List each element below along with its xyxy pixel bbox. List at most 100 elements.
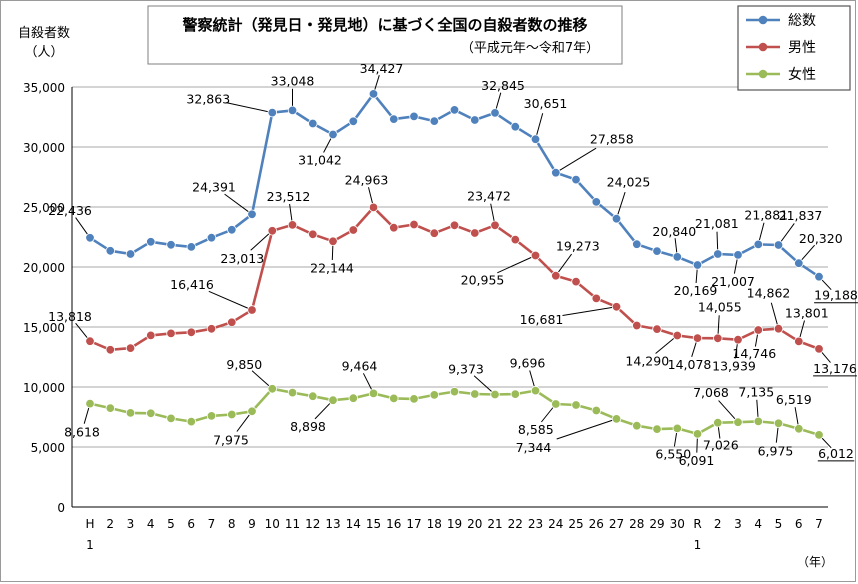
- legend-label: 総数: [788, 13, 816, 29]
- series-3: [85, 384, 824, 440]
- data-label: 9,696: [510, 356, 546, 371]
- x-tick-label: 13: [325, 517, 340, 531]
- x-tick-label: 24: [548, 517, 563, 531]
- data-point: [672, 423, 683, 434]
- data-label: 8,898: [290, 419, 326, 434]
- x-tick-label: 21: [487, 517, 502, 531]
- data-label: 32,863: [186, 92, 230, 107]
- data-point: [490, 108, 500, 118]
- data-point: [510, 234, 521, 245]
- series: [85, 89, 824, 440]
- data-point: [328, 395, 338, 405]
- x-tick-label: 3: [127, 517, 135, 531]
- data-point: [672, 252, 683, 262]
- data-point: [247, 406, 257, 417]
- data-point: [227, 225, 237, 235]
- x-tick-label: 2: [714, 517, 722, 531]
- data-point: [652, 246, 662, 256]
- y-tick-label: 10,000: [23, 381, 65, 395]
- data-label: 20,169: [674, 283, 718, 298]
- legend-label: 男性: [788, 40, 816, 56]
- data-point: [652, 324, 662, 334]
- data-point: [490, 389, 500, 400]
- data-label: 7,344: [516, 440, 552, 455]
- data-point: [449, 220, 460, 231]
- data-point: [429, 228, 440, 238]
- data-label: 6,975: [758, 443, 794, 458]
- data-point: [105, 403, 116, 413]
- data-label: 24,025: [607, 175, 651, 190]
- x-tick-label: 16: [386, 517, 401, 531]
- x-tick-label: 22: [508, 517, 523, 531]
- data-point: [287, 105, 298, 116]
- data-label: 6,091: [679, 453, 715, 468]
- data-point: [733, 417, 743, 427]
- legend-swatch-marker: [758, 42, 768, 52]
- x-tick-label: 7: [815, 517, 823, 531]
- x-tick-label: 11: [285, 517, 300, 531]
- y-tick-label: 35,000: [23, 81, 65, 95]
- data-point: [733, 335, 743, 345]
- x-tick-label: 12: [305, 517, 320, 531]
- data-point: [267, 226, 278, 236]
- data-point: [632, 320, 642, 331]
- data-point: [611, 302, 622, 312]
- data-point: [85, 336, 95, 346]
- x-tick-label: 2: [106, 517, 114, 531]
- label-leader: [718, 400, 739, 423]
- data-point: [530, 134, 541, 144]
- data-label: 7,975: [213, 432, 249, 447]
- data-point: [692, 429, 703, 439]
- x-tick-label: 5: [775, 517, 783, 531]
- data-point: [692, 333, 703, 343]
- data-point: [348, 393, 359, 403]
- data-point: [591, 293, 602, 304]
- data-point: [186, 242, 197, 252]
- data-point: [571, 276, 581, 287]
- data-label: 14,078: [668, 357, 712, 372]
- data-point: [571, 400, 581, 410]
- data-point: [470, 228, 480, 238]
- data-label: 34,427: [360, 61, 404, 76]
- data-label: 13,801: [785, 305, 829, 320]
- label-leader: [497, 255, 536, 274]
- data-point: [571, 174, 581, 185]
- data-labels: 22,436 24,391 32,863 33,048 31,042 34,427 32,8…: [48, 61, 858, 468]
- data-label: 24,963: [345, 172, 389, 187]
- x-tick-label-sub: 1: [694, 538, 702, 552]
- data-label: 6,012: [818, 446, 854, 461]
- data-label: 14,055: [698, 299, 742, 314]
- data-point: [794, 336, 804, 347]
- x-tick-label: 29: [649, 517, 664, 531]
- data-point: [429, 390, 440, 400]
- data-point: [773, 240, 784, 250]
- data-point: [287, 387, 298, 398]
- data-point: [713, 249, 723, 259]
- legend-swatch-marker: [758, 15, 768, 25]
- data-point: [267, 384, 278, 394]
- data-label: 7,026: [703, 438, 739, 453]
- legend-label: 女性: [788, 66, 816, 83]
- x-tick-label-sub: 1: [86, 538, 94, 552]
- data-label: 22,144: [310, 260, 354, 275]
- data-point: [713, 418, 723, 428]
- data-label: 7,068: [693, 385, 729, 400]
- y-tick-label: 30,000: [23, 141, 65, 155]
- y-axis-label: 自殺者数: [18, 26, 70, 41]
- x-tick-label: 5: [167, 517, 175, 531]
- data-point: [186, 416, 197, 427]
- data-point: [591, 197, 602, 207]
- data-point: [389, 222, 399, 233]
- data-point: [773, 418, 784, 429]
- data-point: [146, 330, 156, 341]
- data-point: [85, 398, 95, 409]
- data-point: [105, 345, 116, 355]
- data-point: [328, 129, 338, 140]
- data-label: 6,519: [776, 392, 812, 407]
- data-point: [530, 385, 541, 396]
- data-point: [753, 325, 764, 335]
- data-label: 19,188: [814, 288, 858, 303]
- x-tick-label: 20: [467, 517, 482, 531]
- data-label: 33,048: [271, 73, 315, 88]
- data-label: 9,850: [226, 357, 262, 372]
